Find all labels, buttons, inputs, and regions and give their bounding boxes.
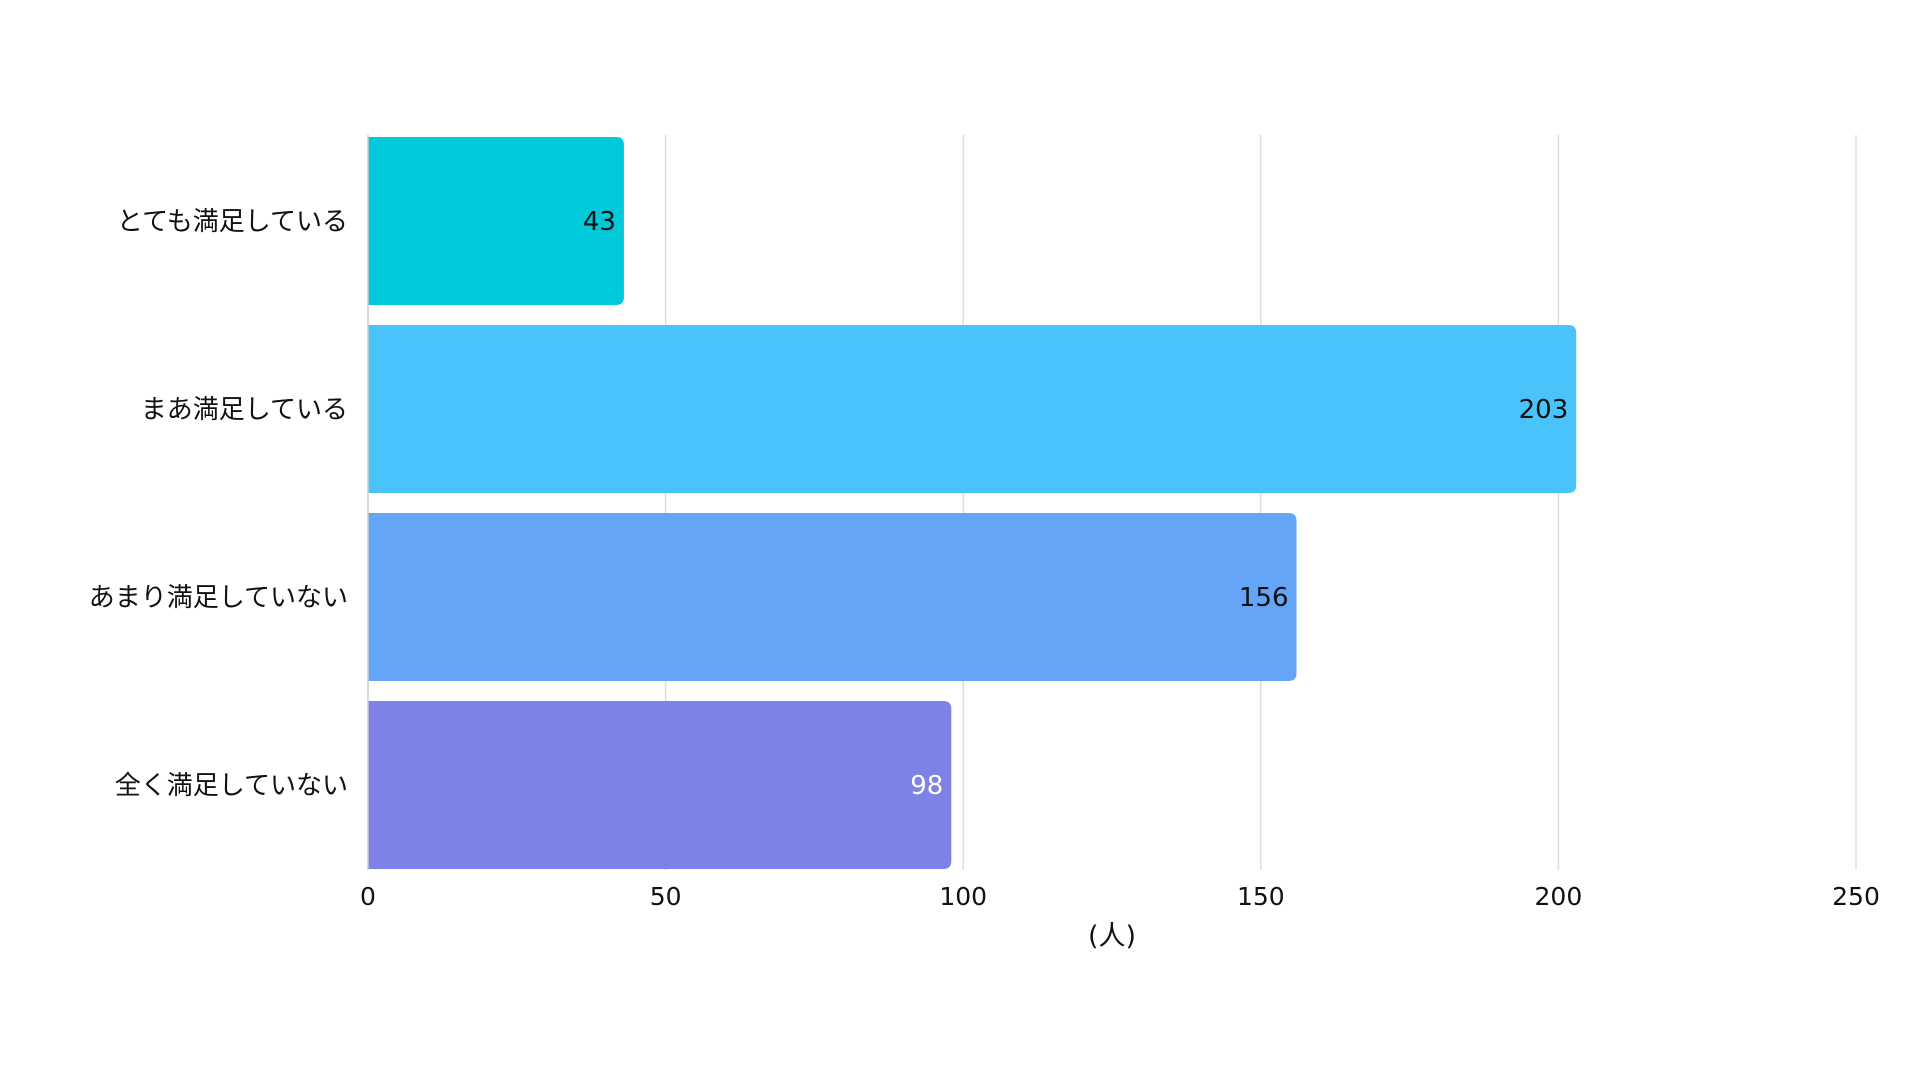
category-label: とても満足している	[117, 207, 348, 237]
x-tick-label: 0	[360, 882, 376, 911]
x-axis-title: (人)	[1088, 921, 1136, 952]
category-label: 全く満足していない	[115, 771, 348, 801]
category-label: まあ満足している	[141, 395, 348, 425]
bar	[368, 701, 952, 869]
bar	[368, 325, 1577, 493]
x-tick-label: 250	[1832, 882, 1880, 911]
data-label: 156	[1239, 583, 1289, 613]
data-label: 43	[583, 207, 616, 237]
category-label: あまり満足していない	[89, 583, 348, 613]
data-label: 98	[910, 771, 943, 801]
x-tick-label: 100	[939, 882, 987, 911]
bar	[368, 513, 1297, 681]
x-tick-label: 200	[1535, 882, 1583, 911]
labels: 0 50 100 150 200 250 とても満足している 43 まあ満足している 203 あまり…	[89, 207, 1880, 911]
bar	[368, 137, 624, 305]
data-label: 203	[1519, 395, 1569, 425]
x-tick-label: 150	[1237, 882, 1285, 911]
x-tick-label: 50	[650, 882, 682, 911]
bars	[368, 137, 1577, 869]
